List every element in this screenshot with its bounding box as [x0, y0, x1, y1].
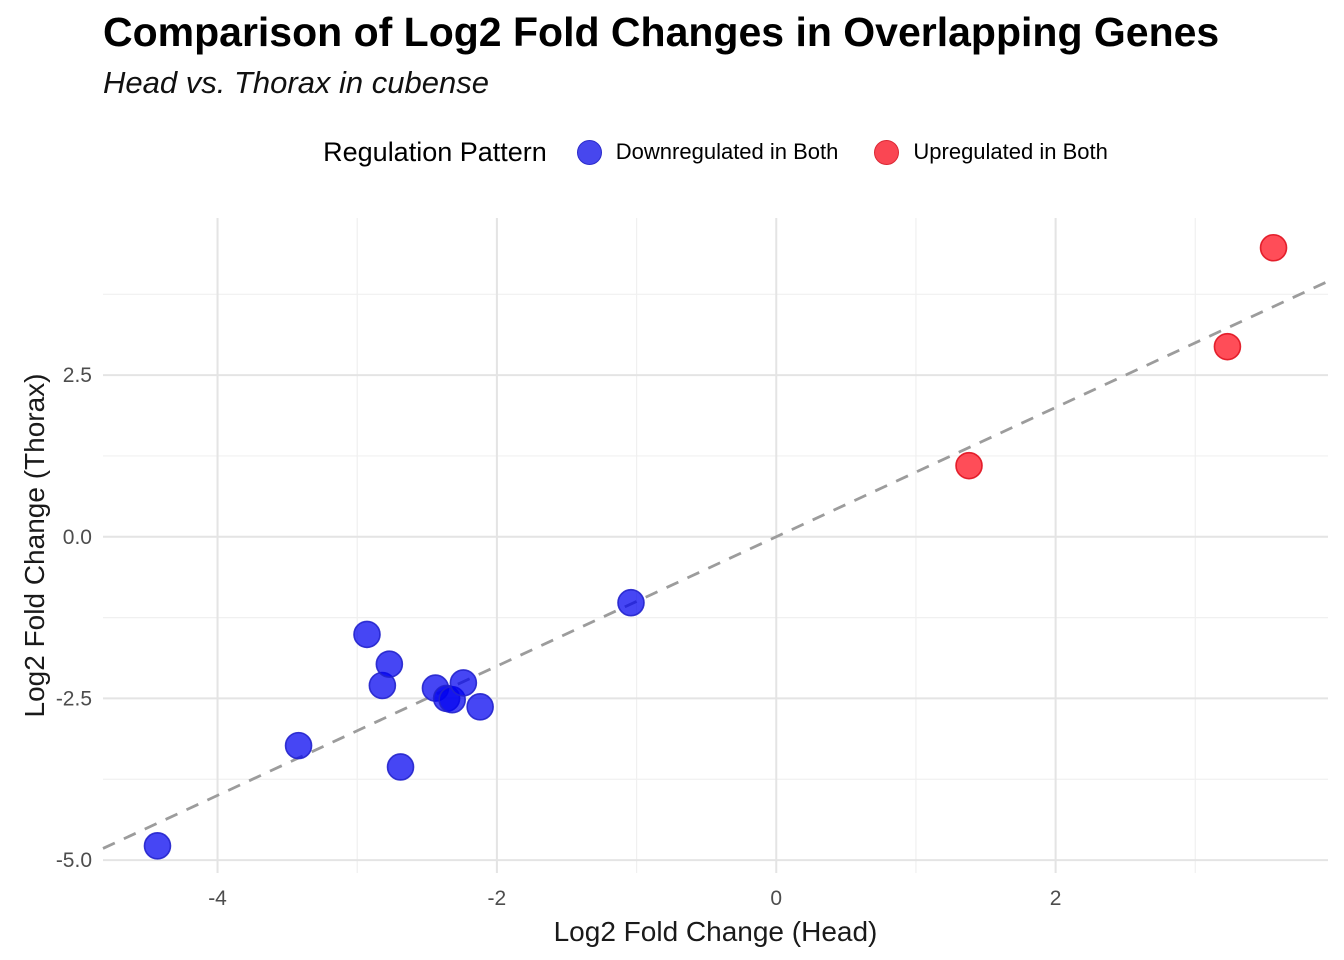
x-tick-label: 2	[1050, 887, 1062, 910]
y-tick-label: -5.0	[56, 849, 92, 872]
x-tick-label: -2	[488, 887, 507, 910]
y-axis-title: Log2 Fold Change (Thorax)	[19, 374, 50, 718]
legend-item-upregulated: Upregulated in Both	[874, 139, 1108, 165]
y-tick-label: 2.5	[63, 364, 92, 387]
scatter-point	[617, 588, 645, 617]
y-tick-label: -2.5	[56, 687, 92, 710]
legend-item-label: Downregulated in Both	[615, 139, 839, 164]
scatter-point	[466, 693, 494, 721]
x-tick-label: 0	[770, 887, 782, 910]
x-tick-label: -4	[208, 887, 227, 910]
scatter-point	[449, 669, 478, 697]
y-tick-label: 0.0	[63, 526, 92, 549]
chart-title: Comparison of Log2 Fold Changes in Overl…	[103, 9, 1220, 55]
legend-title: Regulation Pattern	[323, 136, 547, 167]
legend-dot-downregulated-icon	[576, 139, 602, 165]
legend-dot-upregulated-icon	[874, 139, 900, 165]
scatter-point	[284, 731, 313, 760]
legend: Regulation Pattern Downregulated in Both…	[103, 126, 1328, 178]
scatter-point	[955, 451, 983, 480]
scatter-point	[353, 620, 381, 649]
scatter-point	[1259, 233, 1288, 262]
chart-subtitle: Head vs. Thorax in cubense	[103, 65, 489, 100]
legend-item-label: Upregulated in Both	[913, 139, 1108, 164]
scatter-point	[375, 650, 404, 678]
scatter-point	[143, 832, 172, 860]
x-axis-title: Log2 Fold Change (Head)	[554, 916, 878, 947]
identity-reference-line	[102, 280, 1329, 850]
scatter-point	[1213, 332, 1242, 361]
scatter-point	[386, 753, 415, 781]
legend-item-downregulated: Downregulated in Both	[576, 139, 839, 165]
